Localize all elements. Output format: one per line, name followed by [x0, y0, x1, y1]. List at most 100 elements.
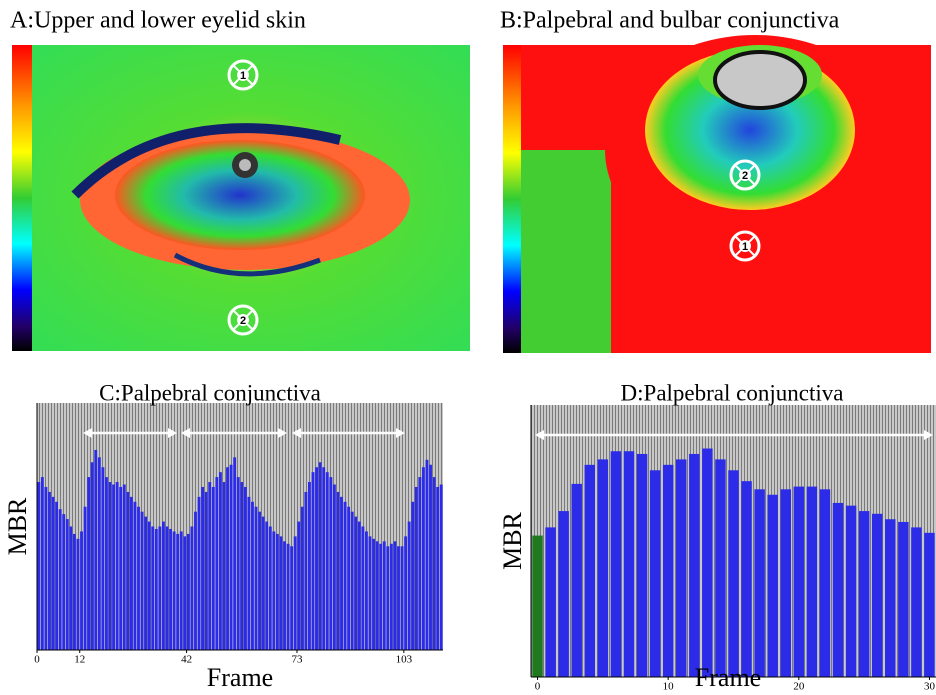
x-tick-label: 0: [34, 654, 40, 666]
roi-label: 2: [240, 315, 246, 327]
x-tick-label: 0: [535, 681, 541, 693]
bar: [269, 527, 272, 651]
bar: [408, 522, 411, 650]
bar: [558, 511, 568, 677]
bar: [287, 544, 290, 650]
bar: [151, 527, 154, 651]
bar: [390, 544, 393, 650]
bar: [532, 536, 542, 677]
bar: [312, 472, 315, 650]
bar: [162, 522, 165, 650]
bar: [572, 484, 582, 677]
bar: [247, 497, 250, 650]
bar: [212, 487, 215, 650]
x-tick-label: 20: [793, 681, 805, 693]
bar: [62, 514, 65, 650]
bar: [397, 546, 400, 650]
bar: [169, 529, 172, 650]
bar: [105, 477, 108, 650]
chart-title: D:Palpebral conjunctiva: [621, 380, 844, 405]
bar: [272, 531, 275, 650]
bar: [226, 467, 229, 650]
bar: [358, 522, 361, 650]
bar: [134, 502, 137, 650]
bar: [846, 506, 856, 677]
bar: [73, 534, 76, 650]
bar: [369, 536, 372, 650]
bar: [728, 470, 738, 677]
bar: [98, 457, 101, 650]
skin-region: [521, 150, 611, 353]
bar: [676, 459, 686, 677]
bar: [376, 541, 379, 650]
bar: [294, 536, 297, 650]
bar: [426, 460, 429, 650]
bar: [337, 492, 340, 650]
bar: [84, 507, 87, 650]
bar: [924, 533, 934, 677]
bar: [66, 519, 69, 650]
bar: [48, 492, 51, 650]
x-tick-label: 103: [396, 654, 413, 666]
x-tick-label: 42: [181, 654, 192, 666]
bar: [255, 507, 258, 650]
bar: [101, 467, 104, 650]
bar: [198, 497, 201, 650]
bar: [436, 487, 439, 650]
bar: [180, 531, 183, 650]
pupil: [715, 52, 805, 108]
bar: [183, 536, 186, 650]
bar: [315, 467, 318, 650]
bar: [365, 531, 368, 650]
bar: [201, 487, 204, 650]
bar: [326, 472, 329, 650]
bar: [859, 511, 869, 677]
bar: [329, 477, 332, 650]
figure: A:Upper and lower eyelid skin B:Palpebra…: [0, 0, 936, 695]
bar: [208, 482, 211, 650]
bar: [429, 465, 432, 650]
bar: [545, 527, 555, 677]
pupil: [239, 159, 251, 171]
bar: [155, 529, 158, 650]
bar: [911, 527, 921, 677]
bar: [433, 477, 436, 650]
bar: [379, 544, 382, 650]
bar: [807, 487, 817, 677]
bar: [820, 489, 830, 677]
x-axis-label: Frame: [695, 663, 761, 692]
bar: [137, 507, 140, 650]
x-axis-label: Frame: [207, 663, 273, 692]
bar: [130, 497, 133, 650]
bar: [781, 489, 791, 677]
image-title: B:Palpebral and bulbar conjunctiva: [500, 8, 840, 34]
y-axis-label: MBR: [498, 511, 527, 569]
bar: [297, 522, 300, 650]
bar: [885, 519, 895, 677]
x-tick-label: 10: [663, 681, 675, 693]
bar: [833, 503, 843, 677]
bar: [94, 450, 97, 650]
bar: [276, 534, 279, 650]
bar: [794, 487, 804, 677]
roi-label: 1: [240, 70, 246, 82]
bar: [77, 539, 80, 650]
bar: [872, 514, 882, 677]
bar: [283, 541, 286, 650]
bar: [333, 485, 336, 650]
bar: [322, 467, 325, 650]
bar: [119, 487, 122, 650]
bar: [440, 485, 443, 650]
bar: [205, 492, 208, 650]
bar: [411, 502, 414, 650]
bar: [308, 482, 311, 650]
bar: [91, 462, 94, 650]
bar: [41, 477, 44, 650]
bar: [109, 482, 112, 650]
bar: [361, 527, 364, 651]
bar: [176, 534, 179, 650]
bar: [715, 459, 725, 677]
bar: [418, 477, 421, 650]
bar: [262, 517, 265, 650]
bar: [37, 482, 40, 650]
